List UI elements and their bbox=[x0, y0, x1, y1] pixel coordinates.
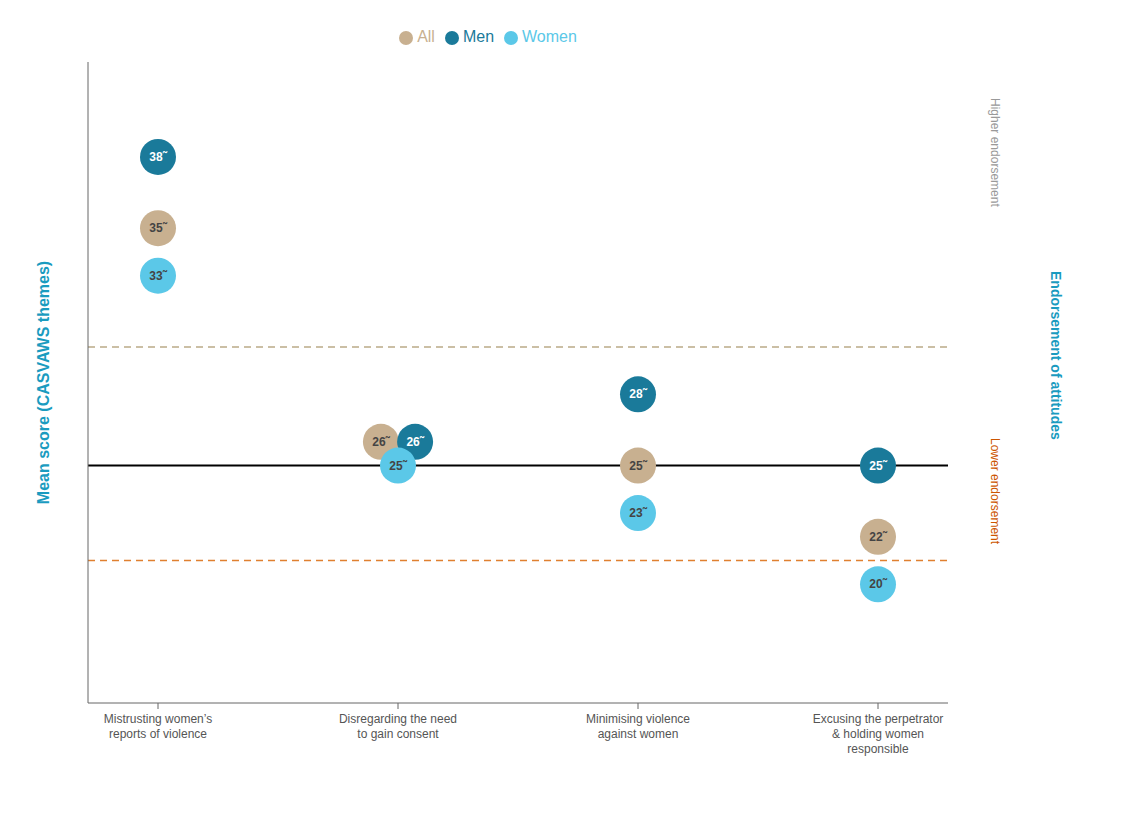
html-text:All: All bbox=[417, 28, 435, 45]
html-text:Higher endorsement: Higher endorsement bbox=[988, 98, 1002, 207]
svg-text:Mistrusting women’sreports of: Mistrusting women’sreports of violence bbox=[104, 712, 212, 741]
html-text:Men: Men bbox=[462, 28, 494, 45]
svg-text:22˜: 22˜ bbox=[869, 530, 887, 544]
svg-text:26˜: 26˜ bbox=[372, 435, 390, 449]
svg-text:35˜: 35˜ bbox=[149, 221, 167, 235]
svg-text:25˜: 25˜ bbox=[869, 459, 887, 473]
svg-text:23˜: 23˜ bbox=[629, 506, 647, 520]
svg-text:25˜: 25˜ bbox=[389, 459, 407, 473]
svg-text:Mean score (CASVAWS themes): Mean score (CASVAWS themes) bbox=[35, 261, 52, 504]
svg-text:Disregarding the needto gain c: Disregarding the needto gain consent bbox=[339, 712, 457, 741]
html-text:Lower endorsement: Lower endorsement bbox=[988, 438, 1002, 545]
svg-text:Excusing the perpetrator& hold: Excusing the perpetrator& holding womenr… bbox=[813, 712, 944, 756]
svg-text:38˜: 38˜ bbox=[149, 150, 167, 164]
html-text:Women: Women bbox=[522, 28, 577, 45]
svg-text:25˜: 25˜ bbox=[629, 459, 647, 473]
html-text:Endorsement of attitudes: Endorsement of attitudes bbox=[1048, 271, 1064, 440]
svg-text:Minimising violenceagainst wom: Minimising violenceagainst women bbox=[586, 712, 690, 741]
svg-text:20˜: 20˜ bbox=[869, 577, 887, 591]
svg-text:33˜: 33˜ bbox=[149, 269, 167, 283]
svg-text:26˜: 26˜ bbox=[406, 435, 424, 449]
svg-text:28˜: 28˜ bbox=[629, 387, 647, 401]
